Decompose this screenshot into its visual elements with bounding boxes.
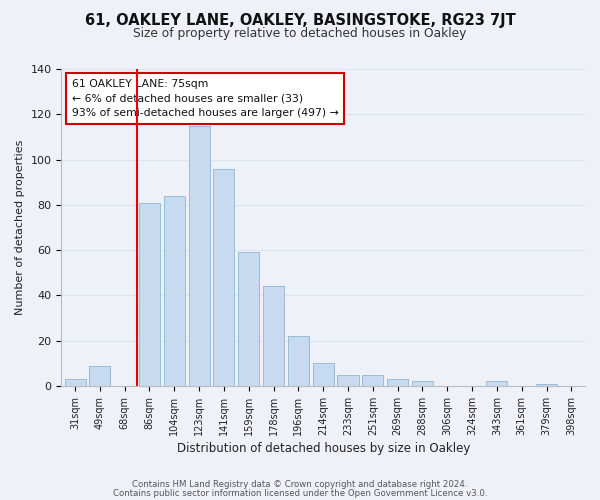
Bar: [263, 286, 284, 386]
Bar: [487, 382, 508, 386]
Bar: [313, 364, 334, 386]
Bar: [536, 384, 557, 386]
Bar: [288, 336, 309, 386]
Bar: [362, 374, 383, 386]
Bar: [412, 382, 433, 386]
Text: Contains public sector information licensed under the Open Government Licence v3: Contains public sector information licen…: [113, 489, 487, 498]
Bar: [65, 379, 86, 386]
Text: Contains HM Land Registry data © Crown copyright and database right 2024.: Contains HM Land Registry data © Crown c…: [132, 480, 468, 489]
Bar: [89, 366, 110, 386]
Text: Size of property relative to detached houses in Oakley: Size of property relative to detached ho…: [133, 28, 467, 40]
Bar: [238, 252, 259, 386]
Bar: [214, 168, 235, 386]
Text: 61, OAKLEY LANE, OAKLEY, BASINGSTOKE, RG23 7JT: 61, OAKLEY LANE, OAKLEY, BASINGSTOKE, RG…: [85, 12, 515, 28]
Text: 61 OAKLEY LANE: 75sqm
← 6% of detached houses are smaller (33)
93% of semi-detac: 61 OAKLEY LANE: 75sqm ← 6% of detached h…: [72, 78, 338, 118]
Y-axis label: Number of detached properties: Number of detached properties: [15, 140, 25, 315]
Bar: [139, 202, 160, 386]
X-axis label: Distribution of detached houses by size in Oakley: Distribution of detached houses by size …: [176, 442, 470, 455]
Bar: [164, 196, 185, 386]
Bar: [387, 379, 408, 386]
Bar: [188, 126, 209, 386]
Bar: [337, 374, 359, 386]
